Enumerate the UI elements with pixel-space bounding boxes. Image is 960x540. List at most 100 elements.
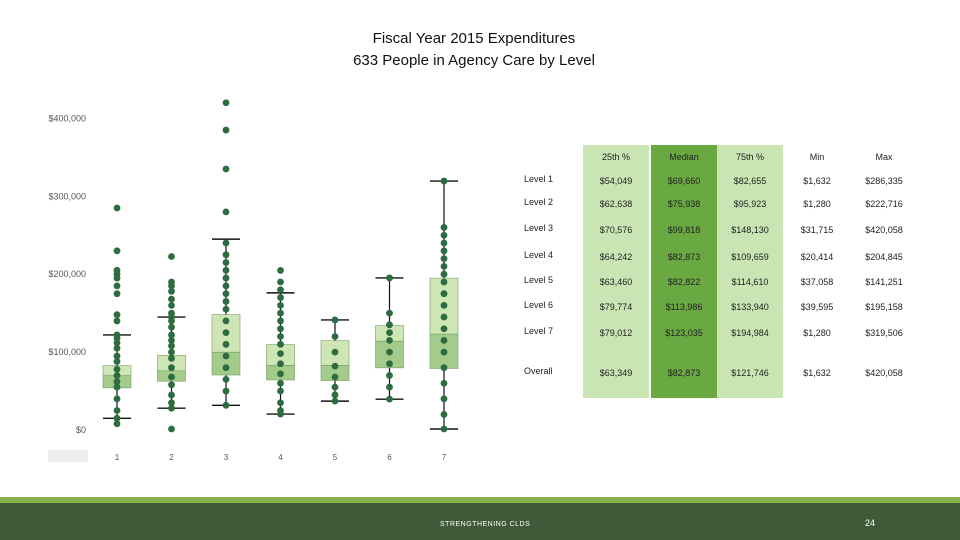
data-point: [277, 267, 284, 274]
data-point: [440, 364, 448, 372]
data-point: [331, 391, 339, 399]
table-cell: $82,655: [734, 176, 767, 186]
table-cell: $69,660: [668, 176, 701, 186]
data-point: [113, 352, 121, 360]
table-cell: $114,610: [732, 277, 769, 287]
data-point: [440, 177, 448, 185]
data-point: [113, 331, 121, 339]
data-point: [113, 372, 121, 379]
data-point: [440, 255, 448, 263]
table-cell: $420,058: [865, 368, 903, 378]
data-point: [222, 305, 230, 313]
col-bg-median: [651, 145, 717, 398]
data-point: [440, 325, 448, 333]
table-cell: $79,774: [600, 302, 633, 312]
data-point: [168, 364, 175, 372]
data-point: [168, 373, 175, 381]
data-point: [222, 282, 230, 290]
table-cell: $1,632: [803, 368, 831, 378]
footer-accent-line: [0, 497, 960, 503]
table-cell: $1,280: [803, 199, 831, 209]
y-tick-label: $300,000: [48, 191, 86, 201]
box-upper: [320, 340, 350, 366]
data-point: [440, 425, 448, 433]
data-point: [386, 348, 393, 356]
table-header: Median: [669, 152, 699, 162]
x-tick-label: 5: [333, 453, 338, 462]
col-bg-25th: [583, 145, 649, 398]
data-point: [222, 251, 230, 259]
data-point: [113, 339, 121, 347]
x-tick-label: 4: [278, 453, 283, 462]
data-point: [222, 352, 230, 360]
data-point: [277, 370, 284, 378]
table-row-label: Overall: [524, 366, 553, 376]
data-point: [168, 399, 175, 407]
data-point: [440, 224, 448, 231]
data-point: [440, 262, 448, 270]
data-point: [331, 333, 339, 340]
table-cell: $37,058: [801, 277, 834, 287]
data-point: [331, 373, 339, 381]
data-point: [168, 301, 175, 309]
data-point: [277, 379, 284, 387]
data-point: [222, 259, 230, 266]
table-cell: $82,822: [668, 277, 701, 287]
data-point: [168, 253, 175, 260]
y-tick-label: $200,000: [48, 269, 86, 279]
data-point: [386, 395, 393, 403]
data-point: [277, 278, 284, 286]
data-point: [222, 290, 230, 298]
data-point: [113, 365, 121, 373]
table-cell: $286,335: [865, 176, 903, 186]
data-point: [222, 401, 230, 409]
table-row-label: Level 5: [524, 275, 553, 285]
box-plot: $0 $100,000 $200,000 $300,000 $400,000 1 2 3 4 5 6…: [48, 99, 459, 462]
data-point: [168, 391, 175, 399]
y-tick-label: $400,000: [48, 113, 86, 123]
x-tick-label: 2: [169, 453, 174, 462]
data-point: [222, 340, 230, 348]
data-point: [277, 333, 284, 340]
data-point: [386, 372, 393, 379]
data-point: [222, 364, 230, 372]
data-point: [222, 375, 230, 383]
data-point: [386, 329, 393, 337]
table-cell: $121,746: [731, 368, 769, 378]
data-point: [113, 344, 121, 352]
data-point: [440, 301, 448, 309]
table-header: Max: [875, 152, 893, 162]
data-point: [386, 274, 393, 282]
table-cell: $70,576: [600, 225, 633, 235]
data-point: [277, 340, 284, 348]
col-bg-75th: [717, 145, 783, 398]
data-point: [222, 126, 230, 134]
data-point: [168, 337, 175, 344]
data-point: [331, 348, 339, 356]
data-point: [113, 378, 121, 386]
data-point: [168, 342, 175, 350]
table-cell: $79,012: [600, 328, 633, 338]
table-cell: $141,251: [865, 277, 903, 287]
x-tick-label: 6: [387, 453, 392, 462]
data-point: [168, 295, 175, 303]
table-row-label: Level 3: [524, 223, 553, 233]
data-point: [440, 231, 448, 239]
table-header: 75th %: [736, 152, 764, 162]
data-point: [440, 270, 448, 278]
data-point: [222, 165, 230, 173]
footer-bar: STRENGTHENING CLDS 24: [0, 503, 960, 540]
data-point: [222, 274, 230, 282]
y-tick-label: $100,000: [48, 347, 86, 357]
data-point: [113, 420, 121, 428]
data-point: [277, 360, 284, 368]
data-point: [113, 204, 121, 212]
table-cell: $222,716: [865, 199, 903, 209]
stats-table: 25th % Median 75th % Min Max Level 1 $54,049 $6…: [524, 145, 903, 398]
table-cell: $82,873: [668, 252, 701, 262]
data-point: [440, 348, 448, 356]
table-cell: $204,845: [865, 252, 903, 262]
table-cell: $123,035: [665, 328, 703, 338]
data-point: [331, 316, 339, 324]
chart-title: Fiscal Year 2015 Expenditures 633 People…: [0, 28, 948, 72]
